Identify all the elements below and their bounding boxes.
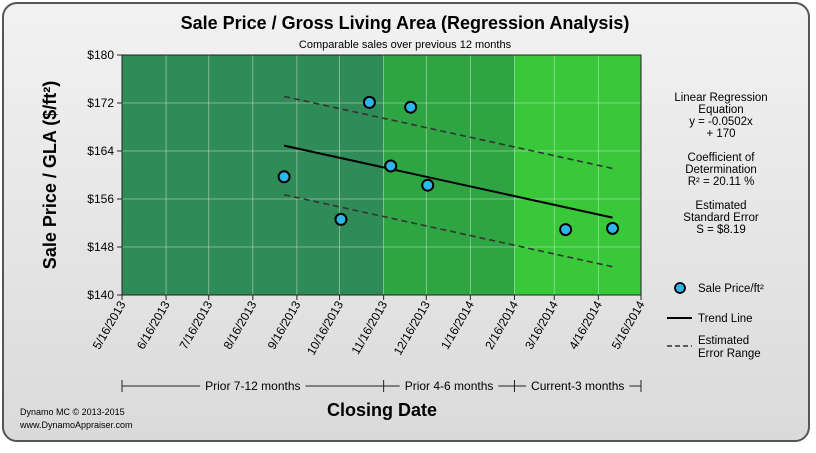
plot-series	[277, 95, 620, 268]
y-tick-label: $180	[87, 48, 114, 62]
footer-copyright: Dynamo MC © 2013-2015	[20, 407, 125, 417]
data-point	[362, 95, 376, 109]
stats-line: + 170	[706, 128, 735, 140]
data-point	[334, 212, 348, 226]
stats-line: Linear Regression	[674, 92, 767, 104]
stats-line: R² = 20.11 %	[688, 176, 755, 188]
period-label: Prior 4-6 months	[405, 379, 494, 393]
zone-band	[383, 55, 515, 295]
stats-line: Equation	[698, 104, 743, 116]
zone-backgrounds	[122, 55, 641, 295]
period-brackets: Prior 7-12 months Prior 4-6 months Current…	[121, 379, 642, 393]
footer-website: www.DynamoAppraiser.com	[19, 420, 133, 430]
legend-marker-icon	[674, 282, 686, 294]
chart-subtitle: Comparable sales over previous 12 months	[299, 39, 512, 51]
legend-label: Estimated	[698, 335, 749, 347]
plot-border	[121, 54, 642, 296]
stats-line: Standard Error	[683, 212, 759, 224]
stats-line: Estimated	[695, 200, 746, 212]
y-axis-label: Sale Price / GLA ($/ft²)	[40, 81, 60, 269]
legend-label: Trend Line	[698, 313, 753, 325]
data-point	[384, 159, 398, 173]
data-point	[421, 178, 435, 192]
legend-label: Sale Price/ft²	[698, 283, 764, 295]
data-point	[606, 221, 620, 235]
stats-line: Determination	[685, 164, 757, 176]
y-tick-label: $172	[87, 96, 114, 110]
period-label: Prior 7-12 months	[205, 379, 300, 393]
y-tick-label: $148	[87, 240, 114, 254]
error-range-lower	[283, 193, 613, 268]
trend-line	[283, 144, 613, 219]
y-axis-ticks: $180 $172 $164 $156 $148 $140	[87, 48, 122, 302]
y-tick-label: $140	[87, 288, 114, 302]
error-range-upper	[283, 95, 613, 170]
stats-line: S = $8.19	[696, 224, 746, 236]
period-label: Current-3 months	[531, 379, 624, 393]
chart-title: Sale Price / Gross Living Area (Regressi…	[181, 13, 630, 33]
stats-line: Coefficient of	[688, 152, 756, 164]
x-axis-label: Closing Date	[327, 400, 437, 420]
y-tick-label: $156	[87, 192, 114, 206]
stats-line: y = -0.0502x	[689, 116, 753, 128]
zone-band	[514, 55, 641, 295]
y-tick-label: $164	[87, 144, 114, 158]
legend-label: Error Range	[698, 348, 761, 360]
data-point	[404, 100, 418, 114]
data-point	[277, 170, 291, 184]
data-point	[559, 223, 573, 237]
